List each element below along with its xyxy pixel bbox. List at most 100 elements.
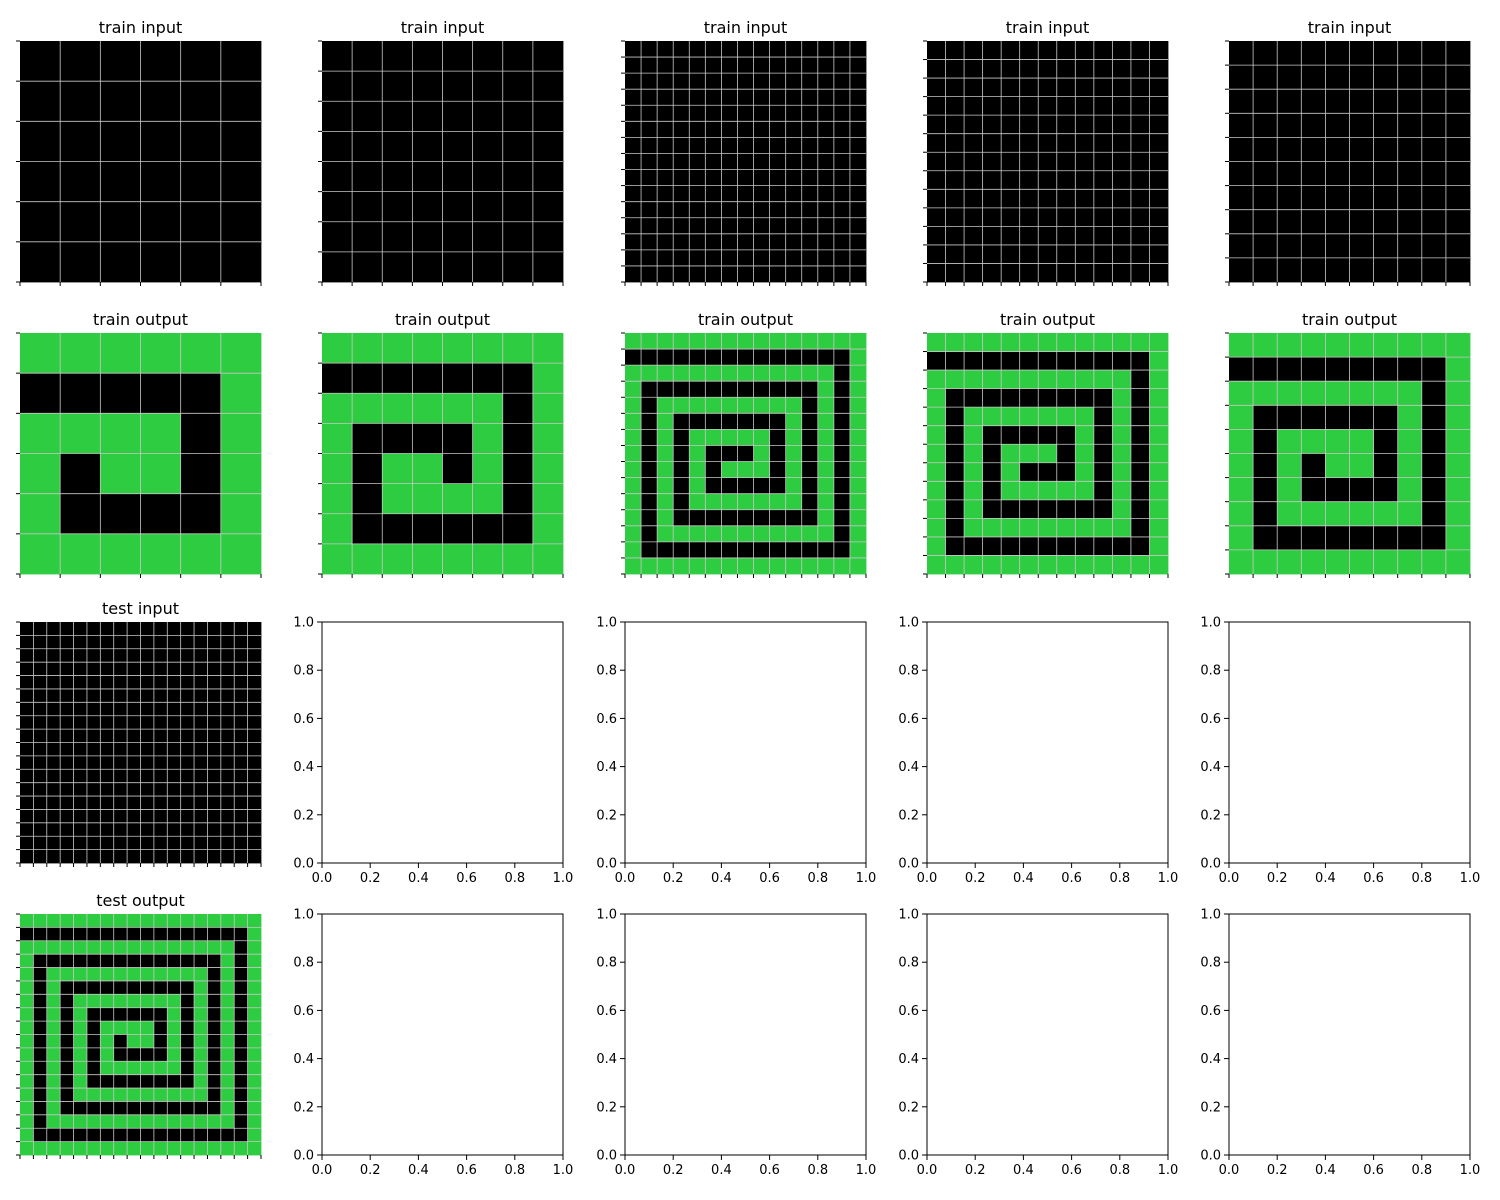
grid-cell: [927, 78, 946, 98]
grid-cell: [1445, 65, 1471, 90]
grid-cell: [1001, 170, 1021, 190]
grid-cell: [641, 57, 658, 74]
grid-cell: [1075, 41, 1095, 60]
grid-cell: [442, 131, 474, 162]
grid-cell: [625, 429, 642, 446]
grid-cell: [1349, 89, 1374, 114]
grid-cell: [60, 940, 74, 955]
grid-cell: [1130, 444, 1150, 464]
grid-cell: [100, 1141, 115, 1156]
grid-cell: [945, 518, 965, 538]
grid-cell: [1301, 41, 1326, 66]
grid-cell: [964, 152, 984, 172]
grid-cell: [220, 1114, 235, 1129]
grid-cell: [60, 81, 101, 122]
grid-cell: [625, 557, 642, 575]
grid-cell: [753, 397, 770, 414]
grid-cell: [657, 397, 674, 414]
grid-cell: [964, 518, 984, 538]
grid-cell: [1093, 96, 1113, 116]
grid-cell: [194, 1047, 208, 1062]
grid-cell: [167, 688, 182, 703]
grid-cell: [1130, 333, 1150, 352]
grid-cell: [140, 796, 155, 810]
grid-cell: [705, 509, 722, 527]
grid-cell: [234, 622, 249, 636]
grid-cell: [625, 265, 642, 283]
grid-cell: [86, 994, 101, 1009]
grid-cell: [127, 927, 141, 942]
grid-cell: [1149, 536, 1169, 556]
grid-cell: [1149, 333, 1169, 352]
grid-cell: [833, 509, 851, 527]
grid-cell: [100, 333, 141, 374]
grid-cell: [73, 967, 88, 982]
grid-cell: [100, 742, 115, 757]
grid-cell: [33, 1061, 48, 1076]
grid-cell: [1149, 499, 1169, 519]
grid-cell: [140, 1034, 155, 1049]
grid-cell: [127, 1114, 141, 1129]
axes-frame: [321, 913, 564, 1156]
grid-cell: [60, 729, 74, 743]
grid-cell: [127, 702, 141, 717]
grid-cell: [833, 57, 851, 74]
grid-cell: [1373, 137, 1399, 162]
grid-cell: [964, 462, 984, 482]
grid-cell: [127, 648, 141, 663]
empty-axes-19: 0.00.00.20.20.40.40.60.60.80.81.01.0: [1200, 908, 1480, 1179]
y-tick-label: 0.2: [1200, 808, 1221, 823]
grid-cell: [247, 1141, 262, 1156]
grid-cell: [982, 244, 1002, 264]
grid-cell: [220, 836, 235, 851]
grid-cell: [220, 809, 235, 824]
grid-cell: [982, 555, 1002, 575]
grid-cell: [1373, 89, 1399, 114]
grid-cell: [1112, 152, 1132, 172]
grid-cell: [705, 429, 722, 446]
grid-cell: [207, 1007, 222, 1022]
grid-cell: [113, 1074, 128, 1089]
grid-cell: [194, 675, 208, 690]
grid-cell: [625, 381, 642, 398]
grid-cell: [817, 333, 835, 350]
grid-cell: [140, 994, 155, 1009]
grid-cell: [737, 333, 754, 350]
grid-cell: [502, 513, 534, 545]
grid-cell: [1056, 226, 1076, 246]
grid-cell: [140, 662, 155, 676]
grid-cell: [817, 525, 835, 543]
grid-cell: [194, 742, 208, 757]
grid-cell: [1112, 370, 1132, 390]
grid-cell: [1019, 263, 1039, 283]
grid-cell: [194, 927, 208, 942]
y-tick-label: 0.4: [293, 1052, 314, 1067]
grid-cell: [234, 755, 249, 770]
grid-cell: [721, 381, 738, 398]
grid-cell: [33, 849, 48, 864]
grid-cell: [1421, 333, 1447, 358]
grid-cell: [945, 189, 965, 209]
panel-title: test output: [96, 891, 185, 910]
grid-cell: [833, 349, 851, 366]
grid-cell: [352, 131, 383, 162]
grid-panel-9: train output: [1225, 310, 1471, 578]
grid-cell: [1112, 78, 1132, 98]
grid-cell: [1075, 351, 1095, 371]
y-tick-label: 0.2: [898, 1100, 919, 1115]
grid-cell: [689, 477, 706, 495]
grid-cell: [532, 161, 564, 193]
y-tick-label: 0.4: [1200, 1052, 1221, 1067]
grid-cell: [927, 444, 946, 464]
grid-cell: [100, 81, 141, 122]
grid-cell: [1093, 41, 1113, 60]
grid-cell: [849, 381, 867, 398]
x-tick-label: 0.8: [1109, 871, 1130, 886]
grid-cell: [721, 525, 738, 543]
grid-cell: [180, 994, 195, 1009]
grid-cell: [382, 131, 413, 162]
grid-cell: [247, 836, 262, 851]
grid-cell: [207, 1141, 222, 1156]
grid-cell: [153, 796, 168, 810]
grid-cell: [127, 769, 141, 784]
